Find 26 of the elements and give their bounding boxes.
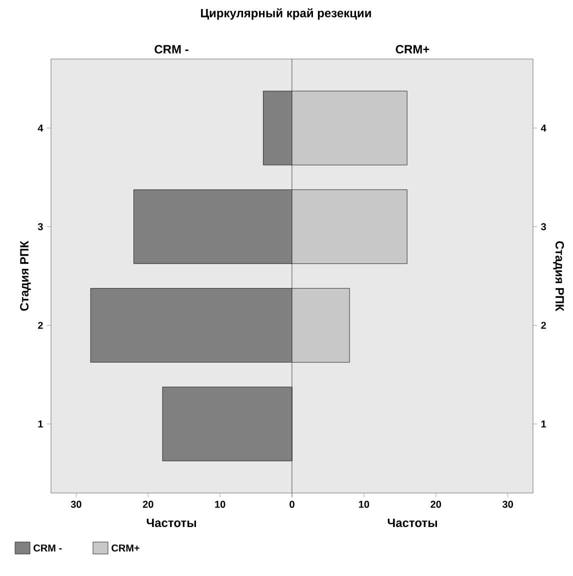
- x-tick-label: 30: [70, 500, 82, 508]
- y-axis-title: Стадия РПК: [553, 241, 564, 312]
- y-tick-label: 3: [38, 223, 43, 230]
- legend-label: CRM+: [112, 544, 140, 552]
- bar: [162, 386, 292, 462]
- chart-title: Циркулярный край резекции: [201, 8, 371, 20]
- chart-subtitle: CRM -: [154, 45, 188, 54]
- y-tick-label: 2: [541, 322, 546, 329]
- y-tick-label: 4: [540, 124, 546, 132]
- chart-subtitle: CRM+: [396, 45, 430, 54]
- y-tick-label: 3: [541, 223, 546, 230]
- bar: [263, 90, 292, 166]
- y-tick-label: 1: [38, 420, 43, 428]
- y-axis-title: Стадия РПК: [20, 240, 31, 311]
- y-tick-label: 2: [38, 322, 43, 329]
- x-tick-label: 10: [215, 500, 226, 508]
- x-tick-label: 20: [430, 500, 442, 508]
- x-tick-label: 20: [142, 500, 154, 508]
- x-tick-label: 0: [290, 500, 294, 508]
- y-tick-label: 4: [38, 124, 44, 132]
- x-axis-title: Частоты: [388, 518, 437, 528]
- legend-label: CRM -: [34, 544, 62, 552]
- x-axis-title: Частоты: [146, 518, 196, 528]
- x-tick-label: 10: [359, 500, 370, 508]
- y-tick-label: 1: [541, 420, 546, 428]
- x-tick-label: 30: [502, 500, 513, 508]
